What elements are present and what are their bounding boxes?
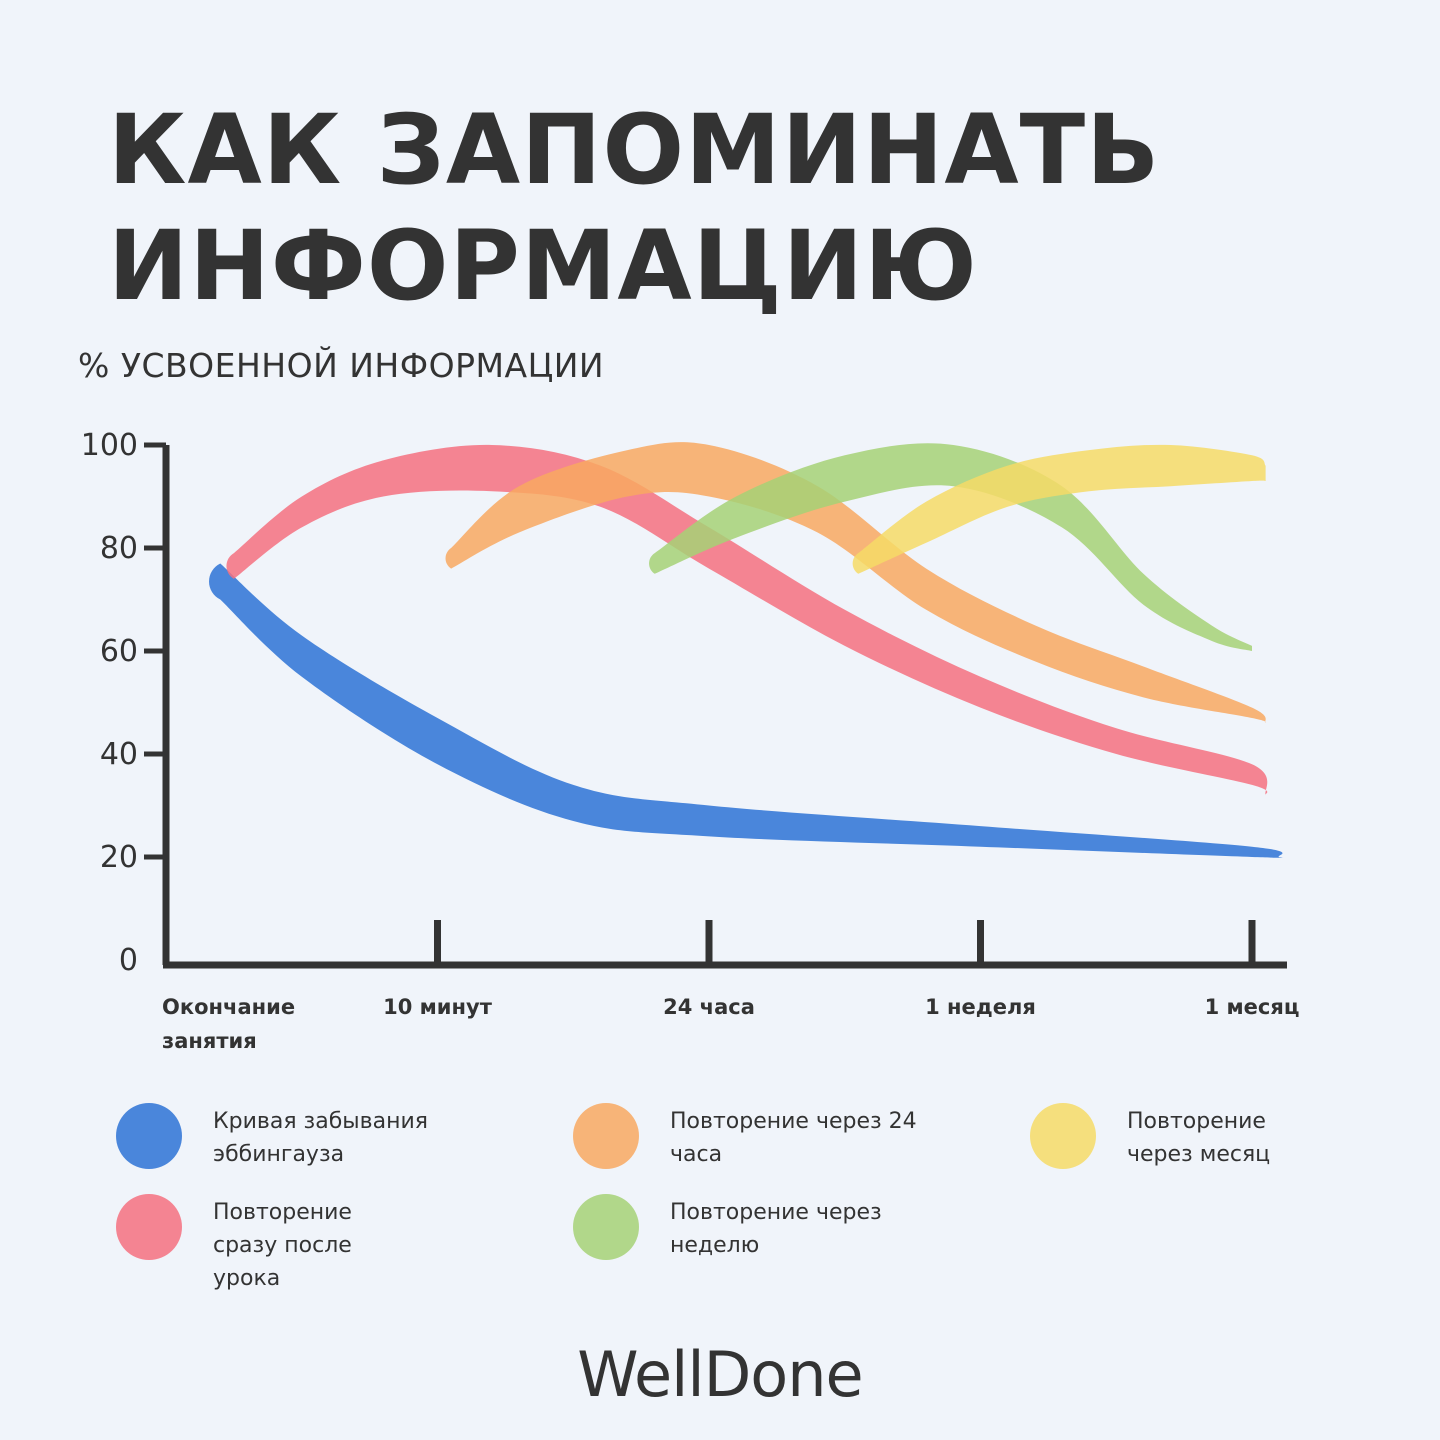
legend-label-week: Повторение через неделю <box>670 1200 882 1258</box>
legend-swatch-month <box>1030 1103 1096 1169</box>
series-band-1 <box>226 444 1268 796</box>
legend-label-month: Повторение через месяц <box>1127 1109 1271 1167</box>
y-tick-label-0: 100 <box>81 428 138 463</box>
retention-chart: 100 80 60 40 20 0 Окончание занятия 10 минут 24 ч… <box>81 428 1300 1053</box>
series-band-4 <box>852 444 1266 574</box>
x-tick-label-0: Окончание занятия <box>162 995 295 1053</box>
legend-item-24h: Повторение через 24 часа <box>573 1103 920 1171</box>
x-tick-label-4: 1 месяц <box>1205 995 1300 1019</box>
legend-item-week: Повторение через неделю <box>573 1194 920 1262</box>
series-band-0 <box>209 563 1283 858</box>
x-tick-label-2: 24 часа <box>663 995 755 1019</box>
title-line-1: КАК ЗАПОМИНАТЬ <box>108 94 1161 206</box>
legend-swatch-after-lesson <box>116 1194 182 1260</box>
x-tick-label-3: 1 неделя <box>925 995 1036 1019</box>
title-line-2: ИНФОРМАЦИЮ <box>108 210 978 322</box>
series-band-3 <box>649 443 1252 651</box>
y-tick-label-1: 80 <box>100 531 138 566</box>
legend-swatch-24h <box>573 1103 639 1169</box>
legend-label-ebbinghaus: Кривая забывания эббингауза <box>213 1109 429 1167</box>
x-tick-label-1: 10 минут <box>383 995 493 1019</box>
y-tick-label-5: 0 <box>119 943 138 978</box>
brand-logo: WellDone <box>577 1338 863 1411</box>
page-title: КАК ЗАПОМИНАТЬ ИНФОРМАЦИЮ <box>108 92 1160 324</box>
legend-item-ebbinghaus: Кривая забывания эббингауза <box>116 1103 473 1171</box>
legend-item-month: Повторение через месяц <box>1030 1103 1317 1171</box>
series-band-2 <box>445 442 1266 724</box>
y-axis-label: % УСВОЕННОЙ ИНФОРМАЦИИ <box>78 346 605 385</box>
legend-label-24h: Повторение через 24 часа <box>670 1109 917 1167</box>
legend-swatch-ebbinghaus <box>116 1103 182 1169</box>
y-tick-label-3: 40 <box>100 737 138 772</box>
legend-label-after-lesson: Повторение сразу после урока <box>213 1200 352 1291</box>
y-tick-label-2: 60 <box>100 634 138 669</box>
legend-swatch-week <box>573 1194 639 1260</box>
y-tick-label-4: 20 <box>100 840 138 875</box>
legend-item-after-lesson: Повторение сразу после урока <box>116 1194 413 1295</box>
